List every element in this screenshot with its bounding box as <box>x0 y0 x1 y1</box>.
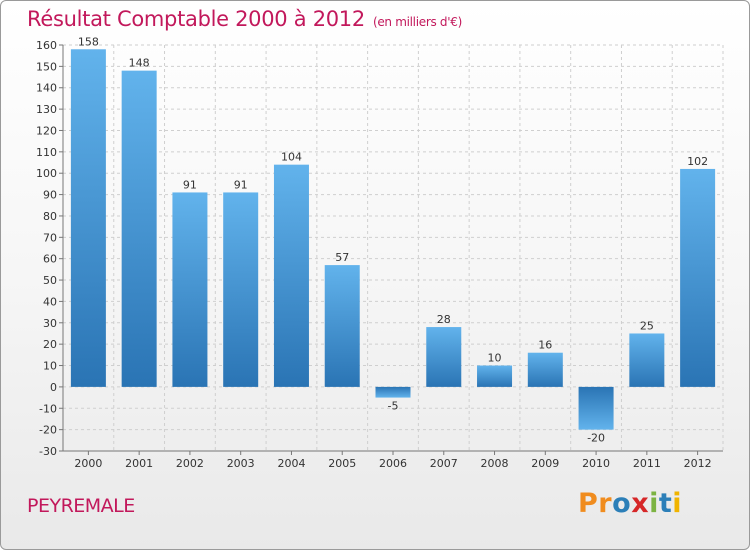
y-tick-label: 110 <box>36 146 57 159</box>
chart-title: Résultat Comptable 2000 à 2012 (en millie… <box>27 7 462 31</box>
x-tick-label: 2004 <box>277 457 305 470</box>
data-label: 91 <box>234 178 248 191</box>
logo-letter: r <box>598 488 613 519</box>
y-tick-label: 140 <box>36 82 57 95</box>
logo-letter: o <box>612 488 632 519</box>
x-tick-label: 2002 <box>176 457 204 470</box>
data-label: 16 <box>538 339 552 352</box>
y-tick-label: 0 <box>50 381 57 394</box>
x-tick-label: 2003 <box>227 457 255 470</box>
y-tick-label: 120 <box>36 124 57 137</box>
bar <box>578 386 614 430</box>
data-label: 158 <box>78 35 99 48</box>
y-tick-label: 150 <box>36 60 57 73</box>
bar <box>70 49 106 387</box>
y-tick-label: 130 <box>36 103 57 116</box>
bar <box>172 192 208 387</box>
data-label: 104 <box>281 151 302 164</box>
bar <box>477 365 513 387</box>
logo-letter: i <box>649 488 659 519</box>
data-label: 10 <box>488 352 502 365</box>
logo-letter: i <box>672 488 683 519</box>
bar <box>375 386 411 398</box>
data-label: 25 <box>640 319 654 332</box>
y-tick-label: 60 <box>43 253 57 266</box>
y-tick-label: 90 <box>43 189 57 202</box>
data-label: 102 <box>687 155 708 168</box>
y-tick-label: 40 <box>43 295 57 308</box>
logo-letter: P <box>578 488 599 519</box>
data-label: 57 <box>335 251 349 264</box>
bar <box>121 70 157 387</box>
x-tick-label: 2000 <box>74 457 102 470</box>
y-tick-label: 20 <box>43 338 57 351</box>
y-tick-label: 50 <box>43 274 57 287</box>
y-tick-label: 100 <box>36 167 57 180</box>
value-labels: 158 148 91 91 104 57 -5 28 10 16 -20 25 102 <box>78 35 708 444</box>
bar <box>273 164 309 387</box>
x-tick-label: 2007 <box>430 457 458 470</box>
x-tick-label: 2005 <box>328 457 356 470</box>
data-label: 148 <box>129 57 150 70</box>
chart-title-text: Résultat Comptable 2000 à 2012 <box>27 7 365 31</box>
x-tick-label: 2009 <box>531 457 559 470</box>
data-label: -20 <box>587 432 605 445</box>
y-tick-label: 30 <box>43 317 57 330</box>
x-tick-label: 2006 <box>379 457 407 470</box>
x-tick-label: 2010 <box>582 457 610 470</box>
y-tick-label: -10 <box>39 402 57 415</box>
bar <box>223 192 259 387</box>
data-label: 91 <box>183 178 197 191</box>
x-tick-label: 2011 <box>633 457 661 470</box>
data-label: -5 <box>388 400 399 413</box>
commune-name: PEYREMALE <box>27 495 135 517</box>
bar <box>426 327 462 387</box>
logo-letter: x <box>631 488 650 519</box>
y-tick-label: 80 <box>43 210 57 223</box>
y-tick-label: -20 <box>39 424 57 437</box>
logo-letter: t <box>658 488 673 519</box>
y-tick-label: 70 <box>43 231 57 244</box>
proxiti-logo: Proxiti <box>578 488 682 519</box>
bars <box>70 49 716 430</box>
y-tick-label: 10 <box>43 360 57 373</box>
x-tick-label: 2012 <box>684 457 712 470</box>
bar <box>527 352 563 387</box>
bar <box>324 265 360 387</box>
chart-unit-label: (en milliers d'€) <box>372 15 462 29</box>
bar <box>629 333 665 387</box>
x-tick-label: 2001 <box>125 457 153 470</box>
y-tick-label: -30 <box>39 445 57 458</box>
y-tick-label: 160 <box>36 39 57 52</box>
data-label: 28 <box>437 313 451 326</box>
x-tick-label: 2008 <box>481 457 509 470</box>
axes: -30 -20 -10 0 10 20 30 40 50 60 70 80 90 100 110 120 130… <box>36 39 723 470</box>
bar <box>680 168 716 387</box>
